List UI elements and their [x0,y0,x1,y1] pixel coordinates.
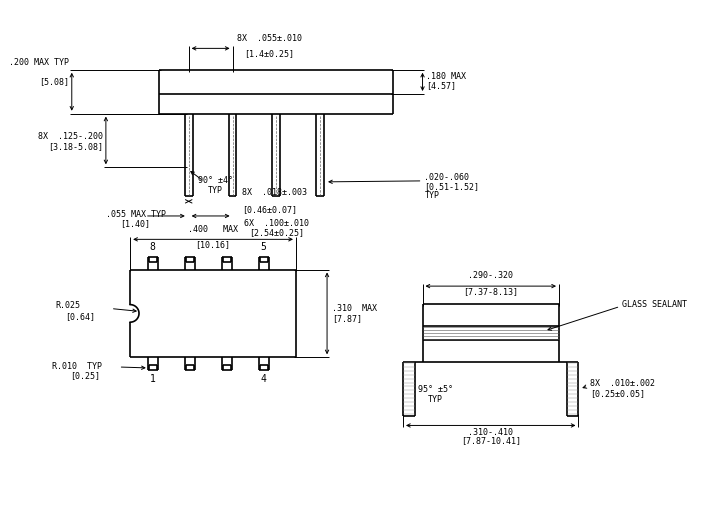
Text: .200 MAX TYP: .200 MAX TYP [9,58,69,67]
Text: [2.54±0.25]: [2.54±0.25] [249,228,304,237]
Text: [7.37-8.13]: [7.37-8.13] [463,287,518,296]
Text: TYP: TYP [208,186,223,195]
Text: [0.25±0.05]: [0.25±0.05] [590,389,645,398]
Text: GLASS SEALANT: GLASS SEALANT [623,300,687,309]
Text: .310  MAX: .310 MAX [332,304,377,313]
Text: R.025: R.025 [55,301,80,310]
Text: TYP: TYP [428,394,442,403]
Text: [10.16]: [10.16] [196,240,230,249]
Text: .055 MAX TYP: .055 MAX TYP [106,210,166,219]
Text: [0.25]: [0.25] [69,371,100,380]
Text: 8X  .010±.002: 8X .010±.002 [590,379,655,387]
Text: 8X  .125-.200: 8X .125-.200 [38,132,103,141]
Text: [7.87]: [7.87] [332,314,362,323]
Text: .290-.320: .290-.320 [468,271,513,280]
Text: [0.46±0.07]: [0.46±0.07] [242,205,297,214]
Text: .020-.060: .020-.060 [425,173,469,182]
Text: 1: 1 [150,374,155,384]
Text: 6X  .100±.010: 6X .100±.010 [244,219,309,228]
Text: 5: 5 [261,242,267,252]
Text: [0.51-1.52]: [0.51-1.52] [425,182,479,191]
Text: R.010  TYP: R.010 TYP [52,362,102,371]
Text: [0.64]: [0.64] [65,312,95,321]
Text: .310-.410: .310-.410 [468,428,513,437]
Text: 95° ±5°: 95° ±5° [418,385,452,394]
Text: [4.57]: [4.57] [426,81,457,90]
Text: .180 MAX: .180 MAX [426,72,467,81]
Text: 8X  .018±.003: 8X .018±.003 [242,188,307,197]
Text: [1.40]: [1.40] [121,219,150,228]
Text: [1.4±0.25]: [1.4±0.25] [245,49,294,59]
Text: .400   MAX: .400 MAX [188,225,238,233]
Text: [3.18-5.08]: [3.18-5.08] [48,142,103,151]
Text: 8: 8 [150,242,155,252]
Text: [5.08]: [5.08] [39,78,69,86]
Text: 8X  .055±.010: 8X .055±.010 [237,33,302,42]
Text: 4: 4 [261,374,267,384]
Text: TYP: TYP [425,191,440,200]
Text: [7.87-10.41]: [7.87-10.41] [461,436,520,445]
Text: 90° ±4°: 90° ±4° [199,176,233,185]
